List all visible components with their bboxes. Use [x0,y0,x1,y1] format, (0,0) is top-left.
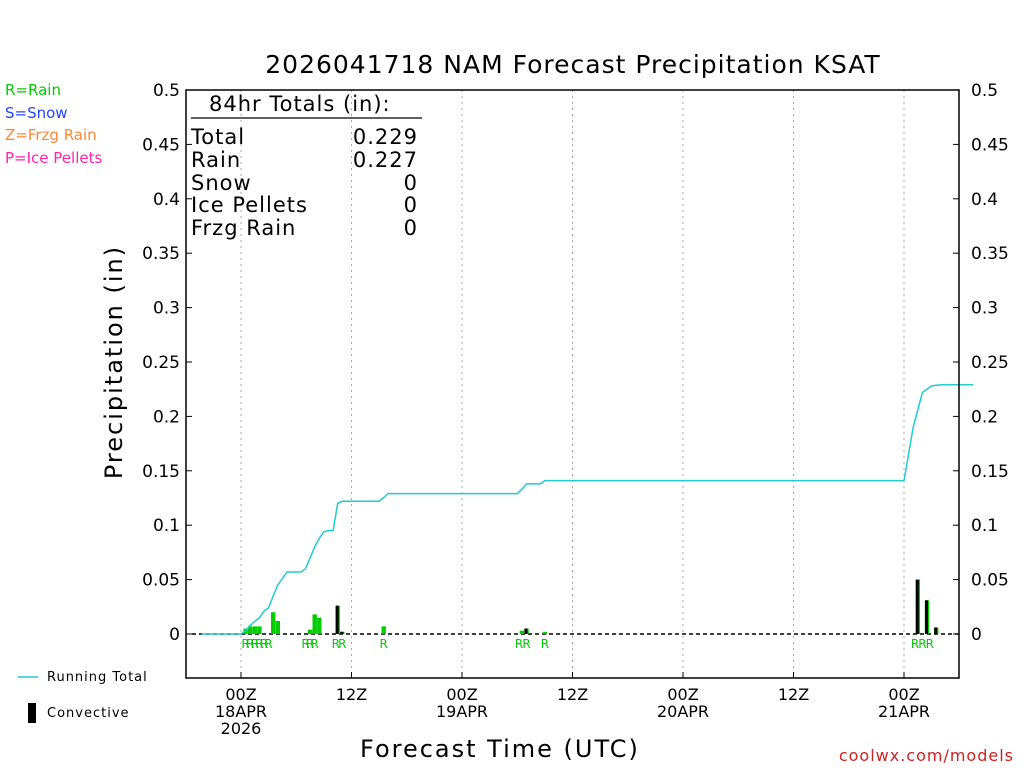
precip-bar [519,630,525,634]
convective-bar [340,631,344,634]
y-axis-ticks: 0 00.05 0.050.1 0.10.15 0.150.2 0.20.25 0.250.… [142,81,1009,645]
totals-total-label: Total [191,125,246,149]
totals-rain-value: 0.227 [352,148,418,172]
totals-header: 84hr Totals (in): [209,92,391,116]
y-tick-label-left: 0.1 [153,516,180,536]
precip-bar [271,612,276,634]
precip-type-marker: R [338,637,346,651]
x-tick-label: 12Z [336,685,367,704]
convective-legend-swatch [28,703,36,723]
convective-bar [335,605,339,634]
x-tick-label: 00Z [225,685,256,704]
precip-type-marker: R [918,637,926,651]
y-tick-label-left: 0.35 [142,244,180,264]
y-tick-label-left: 0.45 [142,135,180,155]
precip-type-marker: R [515,637,523,651]
y-tick-label-left: 0.5 [153,81,180,101]
y-tick-label-right: 0.3 [971,299,998,319]
totals-frzg-rain-value: 0 [403,216,418,240]
y-tick-label-right: 0.4 [971,190,998,210]
running-total-line [201,384,974,635]
precip-bar [307,629,313,634]
convective-bar [925,600,928,634]
vertical-gridlines [240,90,905,678]
precip-type-marker: R [380,637,388,651]
totals-ice-pellets-label: Ice Pellets [191,193,308,217]
precip-type-marker: R [306,637,314,651]
y-axis-label: Precipitation (in) [100,244,128,480]
precip-type-marker: R [522,637,530,651]
precip-type-marker: R [301,637,309,651]
precip-bar [252,626,257,634]
convective-bar [524,628,528,634]
x-tick-label: 2026 [221,719,262,738]
convective-bar [915,579,919,634]
precip-type-marker: R [255,637,263,651]
legend-snow: S=Snow [5,104,68,122]
y-tick-label-right: 0.2 [971,407,998,427]
totals-frzg-rain-label: Frzg Rain [191,216,297,240]
totals-snow-value: 0 [403,171,418,195]
y-tick-label-left: 0.4 [153,190,180,210]
precip-type-marker: R [251,637,259,651]
x-axis-label: Forecast Time (UTC) [360,735,640,763]
x-tick-label: 21APR [878,702,930,721]
totals-snow-label: Snow [191,171,252,195]
precip-type-marker: R [311,637,319,651]
y-tick-label-right: 0.15 [971,462,1009,482]
y-tick-label-left: 0.25 [142,353,180,373]
legend-convective: Convective [47,706,130,721]
x-tick-label: 19APR [436,702,488,721]
y-tick-label-right: 0.1 [971,516,998,536]
y-tick-label-right: 0.5 [971,81,998,101]
x-tick-label: 12Z [557,685,588,704]
y-tick-label-right: 0.35 [971,244,1009,264]
legend-ice-pellets: P=Ice Pellets [5,149,103,167]
y-tick-label-right: 0 [971,625,982,645]
legend-rain: R=Rain [5,81,61,99]
y-tick-label-right: 0.25 [971,353,1009,373]
precip-type-marker: R [264,637,272,651]
x-tick-label: 12Z [778,685,809,704]
x-tick-label: 00Z [888,685,919,704]
y-tick-label-left: 0.3 [153,299,180,319]
source-credit: coolwx.com/models [838,746,1014,765]
precip-type-marker: R [260,637,268,651]
precip-type-marker: R [911,637,919,651]
precip-bar [381,626,386,634]
totals-rain-label: Rain [191,148,242,172]
precip-bar [275,620,280,634]
convective-bar [934,627,938,634]
precip-bars [243,579,939,634]
precip-type-marker: R [541,637,549,651]
x-tick-label: 18APR [215,702,267,721]
y-tick-label-right: 0.45 [971,135,1009,155]
precip-bar [542,631,548,634]
legend-running-total: Running Total [47,670,148,685]
y-tick-label-left: 0 [169,625,180,645]
precip-type-marker: R [332,637,340,651]
precip-bar [312,614,317,634]
precip-bar [317,617,322,634]
convective-bars [335,579,938,634]
precip-type-marker: R [926,637,934,651]
precip-bar [248,626,253,634]
chart-title: 2026041718 NAM Forecast Precipitation KS… [265,50,881,79]
totals-total-value: 0.229 [352,125,418,149]
x-tick-label: 20APR [657,702,709,721]
y-tick-label-left: 0.15 [142,462,180,482]
precip-type-marker: R [241,637,249,651]
totals-ice-pellets-value: 0 [403,193,418,217]
x-tick-label: 00Z [667,685,698,704]
legend-frzg-rain: Z=Frzg Rain [5,126,97,144]
y-tick-label-right: 0.05 [971,571,1009,591]
y-tick-label-left: 0.05 [142,571,180,591]
x-tick-label: 00Z [446,685,477,704]
precip-type-marker: R [246,637,254,651]
y-tick-label-left: 0.2 [153,407,180,427]
precip-bar [257,626,262,634]
